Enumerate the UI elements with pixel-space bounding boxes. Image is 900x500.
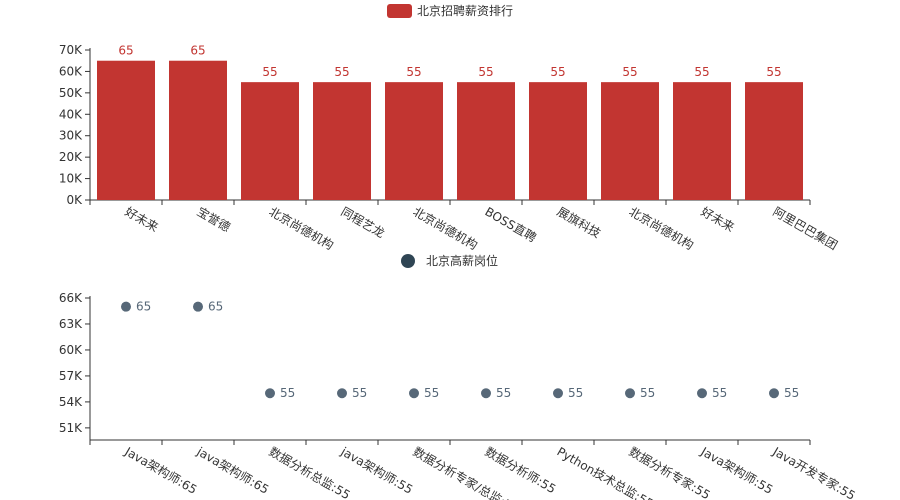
bar (529, 82, 587, 200)
legend-label: 北京招聘薪资排行 (417, 4, 513, 18)
y-tick-label: 50K (59, 86, 83, 100)
scatter-point (625, 388, 635, 399)
legend-swatch (387, 4, 412, 18)
bar-value-label: 55 (478, 65, 493, 79)
bar (241, 82, 299, 200)
point-value-label: 55 (712, 386, 727, 400)
legend-label: 北京高薪岗位 (426, 253, 498, 268)
x-tick-label: 好未来 (699, 204, 737, 234)
scatter-point (769, 388, 779, 399)
x-tick-label: 展旗科技 (555, 204, 604, 241)
scatter-point (265, 388, 275, 399)
bar (745, 82, 803, 200)
scatter-point (697, 388, 707, 399)
y-tick-label: 66K (59, 291, 83, 305)
bar-value-label: 55 (334, 65, 349, 79)
point-value-label: 65 (136, 300, 151, 314)
x-tick-label: 同程艺龙 (339, 204, 388, 241)
scatter-point (121, 301, 131, 312)
bar-chart: 北京招聘薪资排行 0K 10K 20K 30K 40K 50K 60K 70K 好未来 宝誉德 北京尚… (59, 4, 841, 253)
point-value-label: 65 (208, 300, 223, 314)
point-value-label: 55 (496, 386, 511, 400)
y-tick-label: 63K (59, 317, 83, 331)
y-tick-label: 0K (66, 193, 83, 207)
bar-value-label: 55 (766, 65, 781, 79)
y-tick-label: 10K (59, 172, 83, 186)
y-tick-label: 70K (59, 43, 83, 57)
bar (97, 60, 155, 200)
scatter-chart: 北京高薪岗位 51K 54K 57K 60K 63K 66K Java架构师:65java架构… (59, 253, 858, 500)
bar (385, 82, 443, 200)
x-tick-label: Java架构师:65 (122, 443, 200, 497)
bar (601, 82, 659, 200)
x-tick-label: 北京尚德机构 (627, 204, 697, 253)
scatter-point (337, 388, 347, 399)
point-value-label: 55 (280, 386, 295, 400)
x-tick-label: 数据分析专家/总监:55 (411, 444, 522, 500)
scatter-point (481, 388, 491, 399)
point-value-label: 55 (640, 386, 655, 400)
x-tick-label: 宝誉德 (195, 204, 234, 235)
point-value-label: 55 (568, 386, 583, 400)
x-tick-label: 阿里巴巴集团 (771, 204, 841, 253)
x-tick-label: 好未来 (123, 204, 161, 234)
bar-value-label: 55 (622, 65, 637, 79)
x-tick-label: java架构师:65 (194, 443, 272, 497)
bar-value-label: 65 (190, 44, 205, 58)
y-tick-label: 60K (59, 64, 83, 78)
x-tick-label: 北京尚德机构 (267, 204, 337, 253)
bar (673, 82, 731, 200)
x-tick-label: Java开发专家:55 (770, 443, 859, 500)
bar-value-label: 55 (262, 65, 277, 79)
bar (313, 82, 371, 200)
bar (169, 60, 227, 200)
point-value-label: 55 (784, 386, 799, 400)
point-value-label: 55 (352, 386, 367, 400)
y-tick-label: 60K (59, 343, 83, 357)
y-tick-label: 54K (59, 395, 83, 409)
bar-value-label: 55 (406, 65, 421, 79)
bar (457, 82, 515, 200)
x-tick-label: 北京尚德机构 (411, 204, 481, 253)
bar-value-label: 55 (550, 65, 565, 79)
bar-value-label: 65 (118, 44, 133, 58)
scatter-point (553, 388, 563, 399)
y-tick-label: 51K (59, 421, 83, 435)
x-tick-label: BOSS直聘 (483, 204, 539, 244)
y-tick-label: 30K (59, 129, 83, 143)
y-tick-label: 40K (59, 107, 83, 121)
legend: 北京高薪岗位 (401, 253, 498, 268)
y-tick-label: 20K (59, 150, 83, 164)
point-value-label: 55 (424, 386, 439, 400)
y-tick-label: 57K (59, 369, 83, 383)
bar-value-label: 55 (694, 65, 709, 79)
legend: 北京招聘薪资排行 (387, 4, 513, 18)
legend-swatch (401, 254, 415, 268)
scatter-point (409, 388, 419, 399)
scatter-point (193, 301, 203, 312)
